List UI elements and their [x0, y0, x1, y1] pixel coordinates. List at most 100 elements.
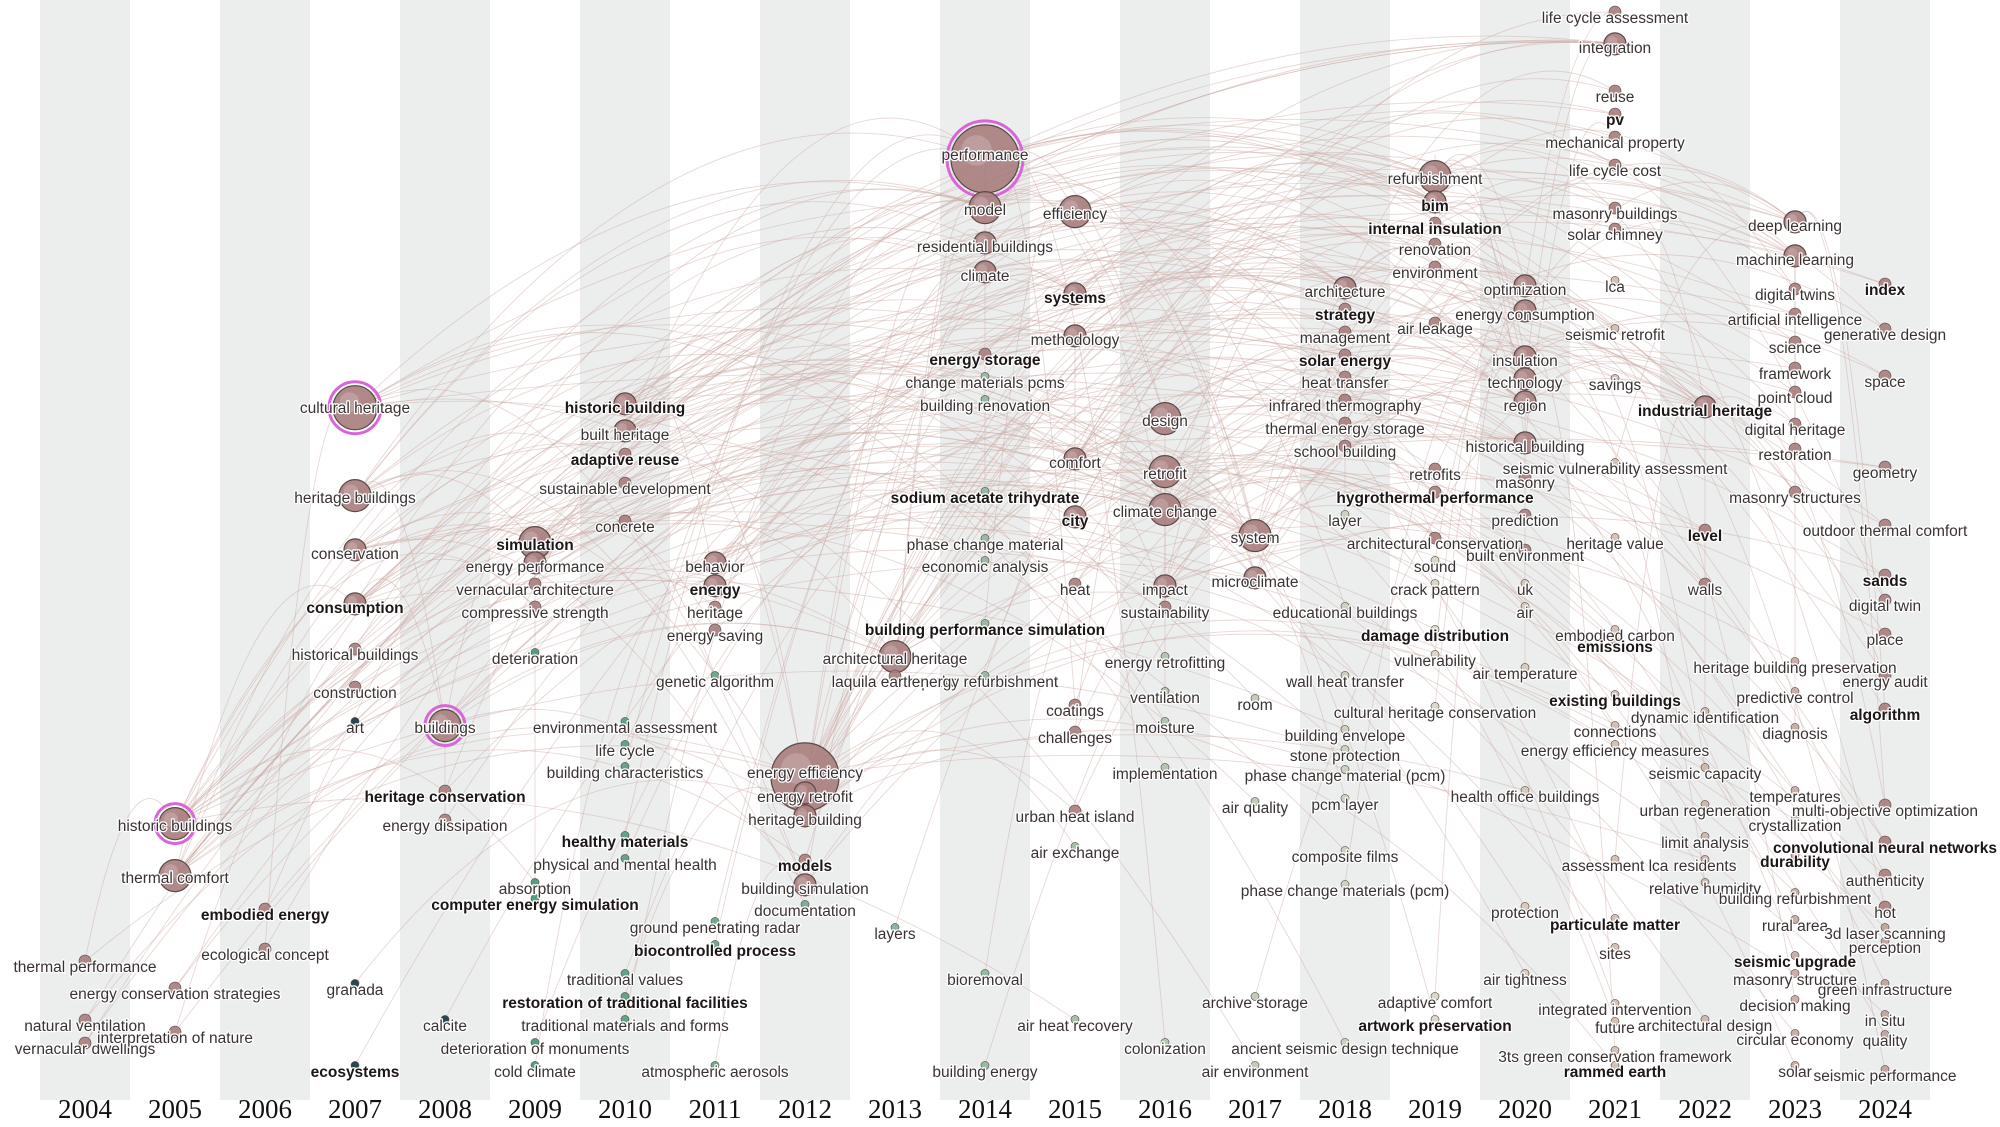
keyword-node[interactable] — [1610, 458, 1620, 467]
keyword-node[interactable] — [528, 600, 542, 614]
keyword-node[interactable] — [1513, 431, 1537, 455]
keyword-node[interactable] — [968, 191, 1002, 225]
keyword-node[interactable] — [1608, 107, 1622, 121]
keyword-node[interactable] — [1340, 602, 1350, 611]
keyword-node[interactable] — [1878, 593, 1892, 607]
keyword-node[interactable] — [1610, 999, 1620, 1008]
keyword-node[interactable] — [530, 1038, 540, 1047]
keyword-node[interactable] — [973, 231, 997, 255]
keyword-node[interactable] — [1428, 316, 1442, 330]
keyword-node[interactable] — [1788, 442, 1802, 456]
keyword-node[interactable] — [1070, 1015, 1080, 1024]
keyword-node[interactable] — [1603, 32, 1627, 56]
keyword-node[interactable] — [1428, 216, 1442, 230]
keyword-node[interactable] — [1878, 518, 1892, 532]
keyword-node[interactable] — [1608, 158, 1622, 172]
keyword-node[interactable] — [1158, 600, 1172, 614]
keyword-node[interactable] — [1610, 943, 1620, 952]
keyword-node[interactable] — [1428, 260, 1442, 274]
keyword-node[interactable] — [1788, 335, 1802, 349]
keyword-node[interactable] — [1518, 470, 1532, 484]
keyword-node[interactable] — [1878, 322, 1892, 336]
keyword-node[interactable] — [1788, 385, 1802, 399]
keyword-node[interactable] — [1063, 282, 1087, 306]
keyword-node[interactable] — [980, 487, 990, 496]
keyword-node[interactable] — [1878, 900, 1892, 914]
keyword-node[interactable] — [1788, 485, 1802, 499]
keyword-node[interactable] — [793, 873, 817, 897]
keyword-node[interactable] — [1790, 969, 1800, 978]
keyword-node[interactable] — [1430, 1015, 1440, 1024]
keyword-node[interactable] — [1340, 725, 1350, 734]
keyword-node[interactable] — [1338, 302, 1352, 316]
keyword-node[interactable] — [1338, 416, 1352, 430]
keyword-node[interactable] — [1520, 579, 1530, 588]
keyword-node[interactable] — [620, 992, 630, 1001]
keyword-node[interactable] — [1608, 222, 1622, 236]
keyword-node[interactable] — [1520, 969, 1530, 978]
keyword-node[interactable] — [1340, 846, 1350, 855]
keyword-node[interactable] — [1250, 694, 1260, 703]
keyword-node[interactable] — [1338, 325, 1352, 339]
keyword-node[interactable] — [1250, 992, 1260, 1001]
keyword-node[interactable] — [1340, 671, 1350, 680]
keyword-node[interactable] — [1430, 579, 1440, 588]
keyword-node[interactable] — [1878, 627, 1892, 641]
keyword-node[interactable] — [1160, 652, 1170, 661]
keyword-node[interactable] — [1880, 1065, 1890, 1074]
keyword-node[interactable] — [1520, 602, 1530, 611]
keyword-node[interactable] — [530, 878, 540, 887]
keyword-node[interactable] — [1160, 717, 1170, 726]
keyword-node[interactable] — [1878, 460, 1892, 474]
keyword-node[interactable] — [343, 592, 367, 616]
keyword-node[interactable] — [1428, 237, 1442, 251]
keyword-node[interactable] — [1693, 395, 1717, 419]
keyword-node[interactable] — [620, 854, 630, 863]
keyword-node[interactable] — [1878, 669, 1892, 683]
keyword-node[interactable] — [618, 514, 632, 528]
keyword-node[interactable] — [973, 260, 997, 284]
keyword-node[interactable] — [1338, 393, 1352, 407]
keyword-node[interactable] — [1880, 979, 1890, 988]
keyword-node[interactable] — [1063, 324, 1087, 348]
keyword-node[interactable] — [793, 804, 817, 828]
keyword-node[interactable] — [1063, 447, 1087, 471]
keyword-node[interactable] — [1608, 5, 1622, 19]
keyword-node[interactable] — [1250, 1061, 1260, 1070]
keyword-node[interactable] — [1610, 740, 1620, 749]
keyword-node[interactable] — [1878, 369, 1892, 383]
keyword-node[interactable] — [620, 762, 630, 771]
keyword-node[interactable] — [1520, 663, 1530, 672]
keyword-node[interactable] — [1160, 1038, 1170, 1047]
keyword-node[interactable] — [530, 894, 540, 903]
keyword-node[interactable] — [1783, 244, 1807, 268]
keyword-node[interactable] — [350, 1061, 360, 1070]
keyword-node[interactable] — [1148, 455, 1182, 489]
keyword-node[interactable] — [1790, 951, 1800, 960]
keyword-node[interactable] — [1430, 625, 1440, 634]
keyword-node[interactable] — [158, 806, 192, 841]
keyword-node[interactable] — [980, 671, 990, 680]
keyword-node[interactable] — [1148, 493, 1182, 527]
keyword-node[interactable] — [980, 619, 990, 628]
keyword-node[interactable] — [1700, 763, 1710, 772]
keyword-node[interactable] — [1610, 374, 1620, 383]
keyword-node[interactable] — [710, 1061, 720, 1070]
keyword-node[interactable] — [1790, 888, 1800, 897]
keyword-node[interactable] — [1520, 786, 1530, 795]
keyword-node[interactable] — [980, 969, 990, 978]
keyword-node[interactable] — [1610, 276, 1620, 285]
keyword-node[interactable] — [1340, 880, 1350, 889]
keyword-node[interactable] — [1430, 650, 1440, 659]
keyword-node[interactable] — [703, 551, 727, 575]
keyword-node[interactable] — [78, 1036, 92, 1050]
keyword-node[interactable] — [1788, 282, 1802, 296]
keyword-node[interactable] — [1423, 190, 1447, 214]
keyword-node[interactable] — [440, 1015, 450, 1024]
keyword-node[interactable] — [1790, 851, 1800, 860]
keyword-node[interactable] — [78, 954, 92, 968]
keyword-node[interactable] — [1783, 210, 1807, 234]
keyword-node[interactable] — [1148, 402, 1182, 436]
keyword-node[interactable] — [613, 392, 637, 416]
keyword-node[interactable] — [1340, 794, 1350, 803]
